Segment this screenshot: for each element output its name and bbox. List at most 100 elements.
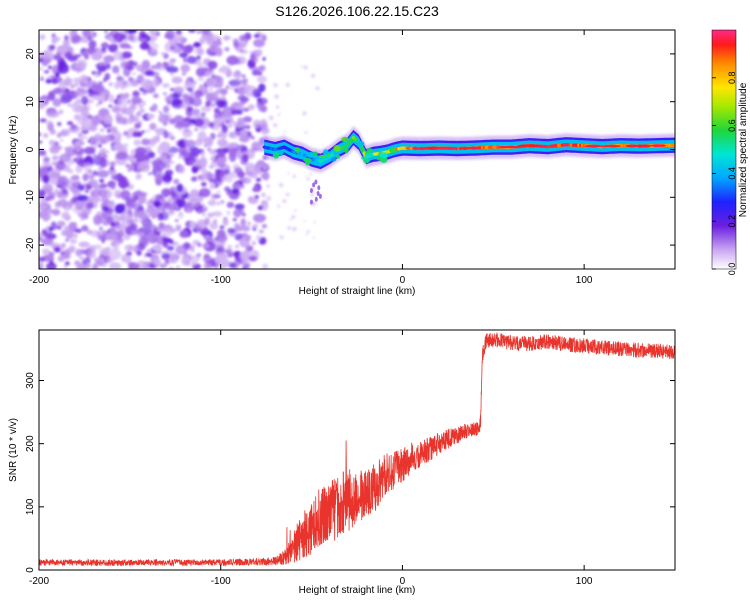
noise-blob — [209, 165, 213, 169]
noise-blob — [127, 209, 133, 215]
noise-blob — [51, 155, 59, 161]
noise-blob — [236, 257, 241, 262]
noise-blob — [61, 99, 67, 104]
noise-blob — [252, 228, 257, 231]
noise-blob — [241, 213, 246, 217]
noise-blob — [104, 251, 111, 257]
snr-y-axis: 0 100 200 300 — [25, 372, 675, 573]
noise-blob — [200, 174, 206, 180]
noise-blob — [71, 101, 82, 113]
noise-blob — [214, 253, 229, 266]
noise-blob — [235, 244, 239, 249]
noise-blob — [146, 248, 152, 254]
noise-blob — [163, 105, 170, 114]
noise-blob — [141, 138, 150, 146]
noise-blob — [82, 173, 89, 182]
noise-blob — [43, 69, 50, 74]
noise-blob — [91, 83, 103, 91]
noise-blob — [108, 82, 113, 87]
noise-blob — [111, 65, 120, 74]
noise-blob — [75, 98, 83, 104]
noise-blob — [201, 67, 210, 73]
noise-blob — [227, 227, 236, 234]
noise-blob — [131, 97, 143, 104]
noise-blob — [69, 83, 75, 89]
ridge-peak — [584, 144, 604, 148]
noise-dot — [277, 113, 281, 116]
noise-blob — [161, 229, 172, 238]
noise-blob — [176, 265, 181, 269]
noise-blob — [60, 86, 66, 91]
noise-dot — [303, 65, 308, 70]
noise-blob — [229, 262, 237, 269]
noise-blob — [97, 92, 101, 96]
noise-blob — [154, 174, 164, 183]
noise-blob — [61, 188, 68, 195]
noise-blob — [198, 187, 211, 198]
noise-blob — [220, 199, 225, 204]
noise-blob — [226, 191, 231, 196]
noise-dot — [303, 220, 306, 223]
noise-dot — [285, 82, 290, 88]
noise-blob — [39, 34, 46, 40]
noise-blob — [124, 214, 130, 222]
noise-blob — [51, 161, 57, 166]
noise-blob — [209, 222, 219, 230]
noise-blob — [261, 223, 268, 229]
noise-blob — [94, 155, 100, 159]
noise-blob — [139, 30, 146, 39]
ridge-spot — [344, 148, 349, 154]
noise-blob — [209, 88, 213, 92]
noise-blob — [73, 114, 82, 121]
scatter-blob — [314, 179, 318, 185]
noise-blob — [230, 171, 235, 176]
noise-blob — [123, 130, 129, 136]
noise-blob — [108, 248, 122, 261]
noise-blob — [184, 81, 196, 91]
noise-blob — [46, 110, 60, 118]
noise-blob — [217, 150, 226, 159]
noise-blob — [253, 213, 266, 223]
noise-dot — [278, 182, 284, 188]
noise-blob — [210, 70, 215, 75]
noise-blob — [101, 239, 105, 244]
noise-blob — [65, 238, 70, 242]
snr-series-line — [39, 332, 675, 567]
noise-blob — [200, 151, 206, 158]
noise-blob — [251, 69, 260, 76]
noise-blob — [123, 92, 129, 100]
noise-blob — [245, 124, 251, 130]
noise-blob — [234, 225, 244, 232]
noise-blob — [211, 91, 219, 97]
noise-blob — [234, 203, 245, 210]
noise-blob — [108, 94, 115, 103]
noise-blob — [155, 194, 163, 202]
noise-blob — [66, 77, 73, 84]
noise-blob — [194, 90, 204, 98]
noise-blob — [179, 230, 189, 238]
ridge-spot — [294, 147, 300, 153]
noise-blob — [39, 232, 44, 237]
noise-blob — [43, 166, 49, 171]
noise-blob — [241, 184, 245, 189]
noise-blob — [162, 241, 169, 248]
noise-blob — [160, 51, 166, 56]
noise-blob — [248, 246, 254, 251]
noise-blob — [187, 146, 200, 158]
noise-dot — [277, 204, 281, 208]
noise-blob — [48, 65, 53, 70]
noise-blob — [237, 78, 241, 82]
chart-title: S126.2026.106.22.15.C23 — [275, 3, 439, 19]
noise-dot — [272, 122, 278, 128]
x-tick-label: -100 — [211, 275, 231, 286]
noise-blob — [185, 261, 191, 267]
noise-blob — [99, 157, 108, 168]
noise-dot — [294, 209, 297, 212]
noise-blob — [39, 67, 43, 71]
ridge-spot — [341, 136, 349, 143]
noise-blob — [49, 251, 55, 257]
noise-blob — [109, 201, 116, 209]
noise-blob — [191, 108, 201, 116]
x-tick-label: 100 — [576, 576, 593, 587]
noise-blob — [164, 96, 170, 102]
